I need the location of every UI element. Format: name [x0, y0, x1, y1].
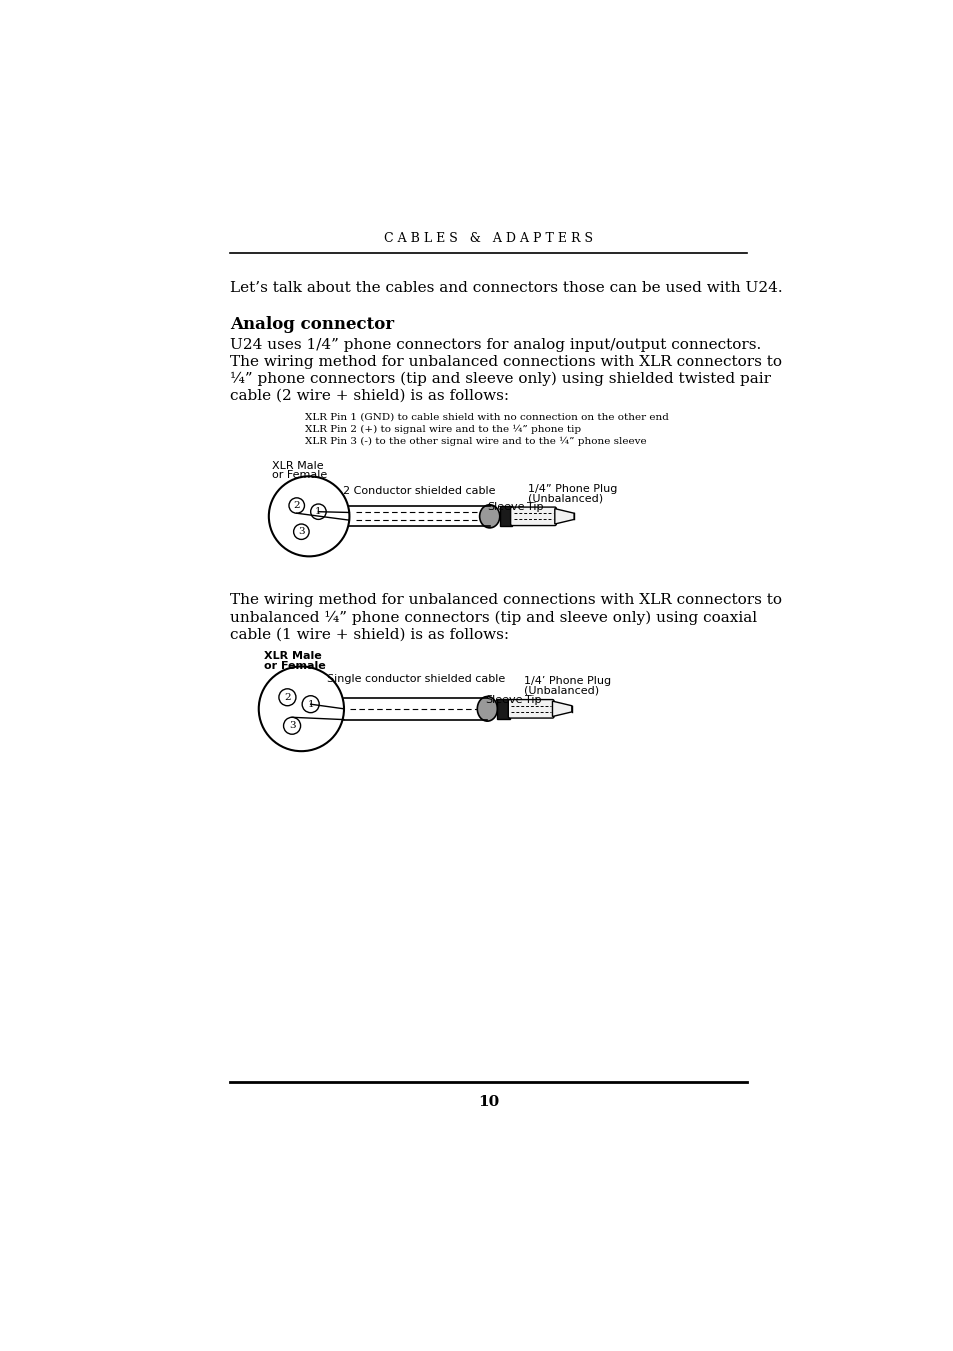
- Text: or Female: or Female: [272, 470, 327, 480]
- FancyBboxPatch shape: [508, 700, 554, 719]
- Text: 3: 3: [289, 721, 295, 731]
- Ellipse shape: [479, 505, 499, 528]
- Text: U24 uses 1/4” phone connectors for analog input/output connectors.: U24 uses 1/4” phone connectors for analo…: [230, 338, 760, 351]
- Text: XLR Male: XLR Male: [264, 651, 321, 661]
- Text: or Female: or Female: [264, 661, 326, 671]
- Text: Analog connector: Analog connector: [230, 316, 394, 334]
- Text: cable (1 wire + shield) is as follows:: cable (1 wire + shield) is as follows:: [230, 627, 509, 642]
- Text: XLR Pin 1 (GND) to cable shield with no connection on the other end: XLR Pin 1 (GND) to cable shield with no …: [305, 412, 668, 422]
- Text: Tip: Tip: [524, 694, 540, 705]
- Polygon shape: [552, 701, 571, 716]
- Text: 2: 2: [284, 693, 291, 701]
- Text: 2: 2: [294, 501, 300, 511]
- Text: ¼” phone connectors (tip and sleeve only) using shielded twisted pair: ¼” phone connectors (tip and sleeve only…: [230, 372, 770, 386]
- Text: Single conductor shielded cable: Single conductor shielded cable: [326, 674, 504, 684]
- Text: Let’s talk about the cables and connectors those can be used with U24.: Let’s talk about the cables and connecto…: [230, 281, 781, 296]
- Text: XLR Pin 2 (+) to signal wire and to the ¼” phone tip: XLR Pin 2 (+) to signal wire and to the …: [305, 424, 580, 434]
- Text: (Unbalanced): (Unbalanced): [523, 686, 598, 696]
- Text: (Unbalanced): (Unbalanced): [527, 493, 602, 503]
- Polygon shape: [555, 508, 574, 524]
- Text: 1: 1: [314, 507, 321, 516]
- Text: Tip: Tip: [527, 503, 543, 512]
- Text: XLR Pin 3 (-) to the other signal wire and to the ¼” phone sleeve: XLR Pin 3 (-) to the other signal wire a…: [305, 436, 646, 446]
- Text: 1/4’ Phone Plug: 1/4’ Phone Plug: [523, 677, 610, 686]
- Text: 10: 10: [477, 1096, 499, 1109]
- Text: 2 Conductor shielded cable: 2 Conductor shielded cable: [343, 485, 496, 496]
- Text: 3: 3: [297, 527, 304, 536]
- FancyBboxPatch shape: [510, 507, 556, 526]
- Ellipse shape: [476, 697, 497, 721]
- Bar: [497, 698, 509, 719]
- Text: 1/4” Phone Plug: 1/4” Phone Plug: [527, 484, 617, 494]
- Text: The wiring method for unbalanced connections with XLR connectors to: The wiring method for unbalanced connect…: [230, 593, 781, 608]
- Text: C A B L E S   &   A D A P T E R S: C A B L E S & A D A P T E R S: [384, 232, 593, 246]
- Text: 1: 1: [307, 700, 314, 709]
- Text: Sleeve: Sleeve: [487, 503, 524, 512]
- Bar: [499, 507, 512, 527]
- Text: unbalanced ¼” phone connectors (tip and sleeve only) using coaxial: unbalanced ¼” phone connectors (tip and …: [230, 611, 757, 624]
- Text: The wiring method for unbalanced connections with XLR connectors to: The wiring method for unbalanced connect…: [230, 354, 781, 369]
- Text: Sleeve: Sleeve: [484, 694, 522, 705]
- Text: XLR Male: XLR Male: [272, 461, 323, 471]
- Text: cable (2 wire + shield) is as follows:: cable (2 wire + shield) is as follows:: [230, 389, 509, 403]
